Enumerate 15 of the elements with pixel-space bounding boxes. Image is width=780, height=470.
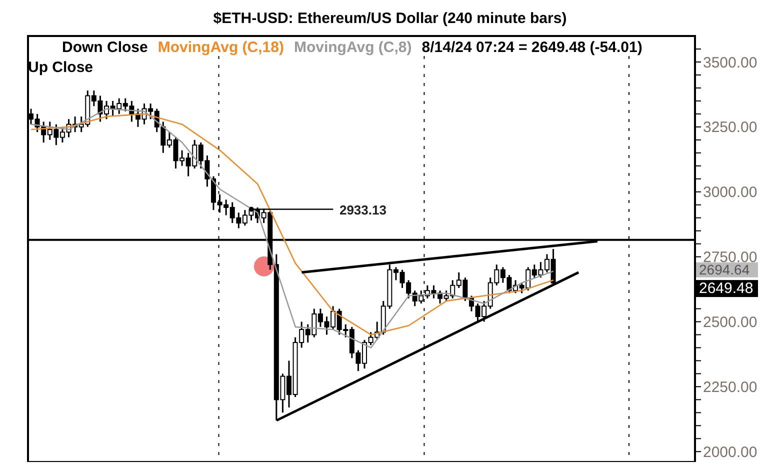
text: 2694.64 <box>699 261 750 278</box>
annotation: Down Close <box>62 38 148 58</box>
y-tick-label: 2500.00 <box>703 314 758 332</box>
annotation: 8/14/24 07:24 = 2649.48 (-54.01) <box>422 38 642 58</box>
annotation: Up Close <box>28 58 94 78</box>
text: MovingAvg (C,18) <box>158 38 284 58</box>
y-tick-label: 3500.00 <box>703 54 758 72</box>
annotation: 2933.13 <box>339 202 386 218</box>
text: MovingAvg (C,8) <box>294 38 412 58</box>
y-tick-label: 3250.00 <box>703 119 758 136</box>
text: 2649.48 <box>699 280 754 298</box>
y-tick-label: 3000.00 <box>703 184 758 202</box>
y-tick-label: 2000.00 <box>703 444 758 461</box>
y-tick-label: 2250.00 <box>703 378 758 396</box>
chart-title: $ETH-USD: Ethereum/US Dollar (240 minute bars) <box>212 10 568 27</box>
